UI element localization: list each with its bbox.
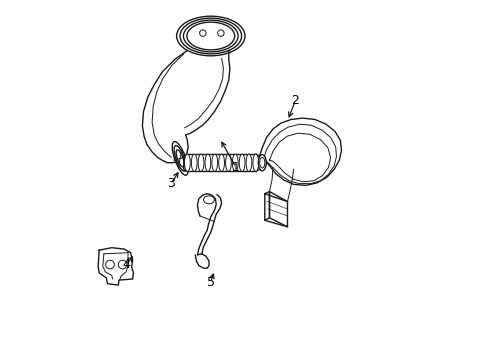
Text: 1: 1 — [232, 161, 240, 174]
Ellipse shape — [185, 154, 190, 171]
Text: 3: 3 — [167, 177, 175, 190]
Ellipse shape — [258, 154, 266, 171]
Ellipse shape — [225, 154, 231, 171]
Ellipse shape — [198, 154, 204, 171]
Ellipse shape — [232, 154, 238, 171]
Ellipse shape — [205, 154, 211, 171]
Ellipse shape — [192, 154, 197, 171]
Ellipse shape — [253, 154, 259, 171]
Ellipse shape — [212, 154, 218, 171]
Ellipse shape — [219, 154, 224, 171]
Text: 5: 5 — [207, 276, 215, 289]
Text: 2: 2 — [292, 94, 299, 107]
Ellipse shape — [239, 154, 245, 171]
Ellipse shape — [246, 154, 252, 171]
Text: 4: 4 — [122, 258, 130, 271]
